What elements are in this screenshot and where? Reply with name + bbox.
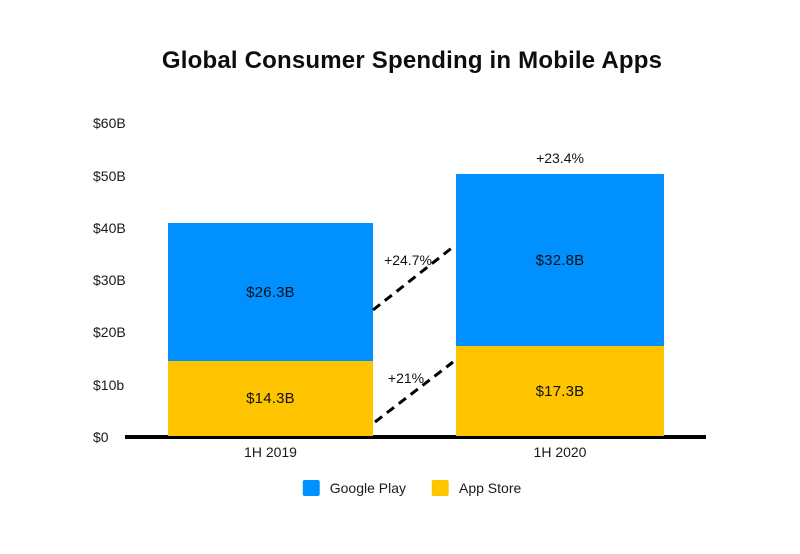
legend: Google Play App Store	[302, 480, 521, 496]
value-label-google-play-1h-2019: $26.3B	[246, 283, 295, 301]
value-label-app-store-1h-2019: $14.3B	[246, 390, 295, 407]
y-axis-tick--40b: $40B	[93, 219, 126, 236]
segment-google-play-1h-2020: $32.8B	[456, 174, 664, 346]
y-axis-tick--50b: $50B	[93, 167, 126, 184]
y-axis-tick--20b: $20B	[93, 324, 126, 341]
growth-label-app-store: +21%	[387, 370, 425, 386]
growth-label-google-play: +24.7%	[384, 252, 432, 268]
legend-swatch-app-store	[432, 480, 450, 496]
legend-item-google-play: Google Play	[302, 480, 407, 496]
y-axis-tick--60b: $60B	[93, 115, 126, 132]
y-axis-tick--0: $0	[93, 429, 109, 445]
legend-item-app-store: App Store	[432, 480, 521, 496]
x-axis-line	[125, 435, 706, 439]
segment-app-store-1h-2020: $17.3B	[456, 346, 664, 436]
segment-google-play-1h-2019: $26.3B	[168, 223, 373, 361]
y-axis-tick--30b: $30B	[93, 272, 126, 289]
x-axis-label-1h-2019: 1H 2019	[244, 444, 297, 460]
legend-label-google-play: Google Play	[329, 480, 407, 496]
x-axis-label-1h-2020: 1H 2020	[533, 444, 587, 460]
segment-app-store-1h-2019: $14.3B	[168, 361, 373, 436]
value-label-app-store-1h-2020: $17.3B	[535, 382, 585, 400]
value-label-google-play-1h-2020: $32.8B	[535, 251, 585, 269]
legend-label-app-store: App Store	[459, 480, 522, 496]
legend-swatch-google-play	[302, 480, 320, 496]
y-axis-tick--10b: $10b	[93, 376, 125, 393]
chart-title: Global Consumer Spending in Mobile Apps	[161, 47, 663, 74]
total-growth-label: +23.4%	[536, 150, 584, 166]
